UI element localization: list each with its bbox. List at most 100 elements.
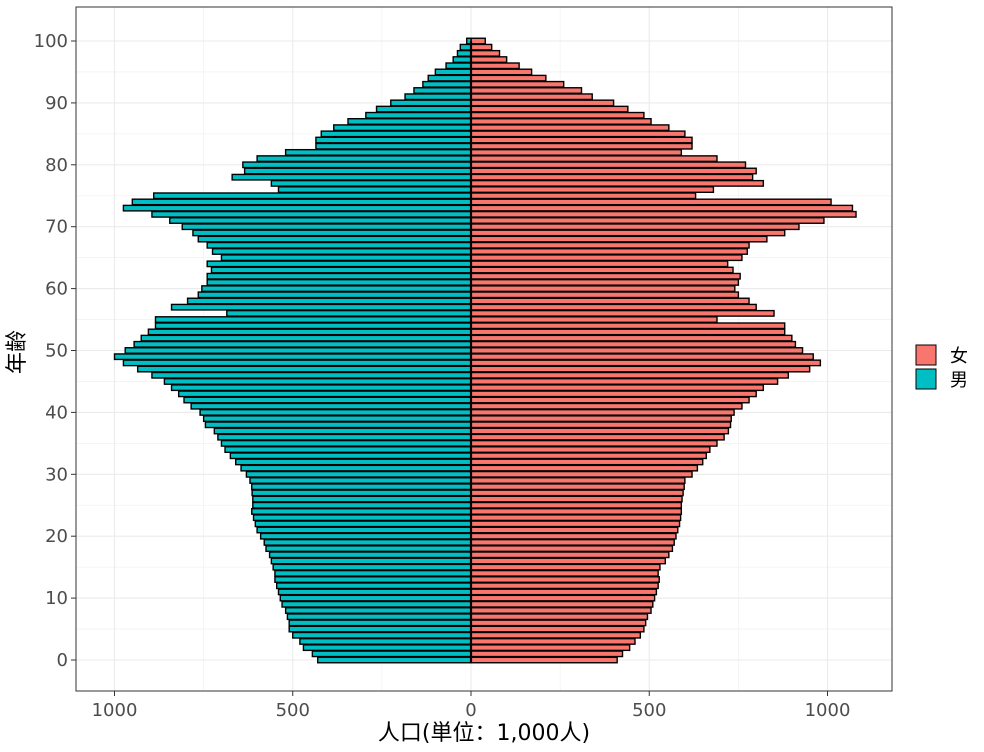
bar-male xyxy=(177,390,472,398)
bar-female xyxy=(470,470,693,478)
bar-female xyxy=(470,124,670,132)
bar-female xyxy=(470,161,747,169)
bar-female xyxy=(470,576,660,583)
bar-male xyxy=(390,99,472,107)
bar-male xyxy=(243,167,472,175)
bar-female xyxy=(470,433,725,441)
y-tick-label: 40 xyxy=(45,402,68,423)
bar-male xyxy=(277,588,472,596)
bar-female xyxy=(470,173,754,181)
bar-male xyxy=(220,254,472,262)
bar-female xyxy=(470,402,743,410)
bar-male xyxy=(320,130,472,138)
bar-male xyxy=(456,49,472,57)
bar-female xyxy=(470,390,757,398)
bar-female xyxy=(470,452,707,460)
bar-male xyxy=(315,142,472,150)
x-tick-label: 500 xyxy=(276,700,310,721)
bar-male xyxy=(311,650,472,658)
bar-male xyxy=(186,297,472,305)
bar-female xyxy=(470,223,800,231)
bar-female xyxy=(470,111,645,119)
bar-female xyxy=(470,148,683,156)
bar-female xyxy=(470,204,854,212)
bar-female xyxy=(470,619,647,627)
legend-key-male xyxy=(915,368,937,390)
bar-male xyxy=(210,266,472,274)
bar-male xyxy=(201,285,472,293)
x-tick-label: 1000 xyxy=(92,700,138,721)
bar-female xyxy=(470,49,501,57)
bar-male xyxy=(288,619,472,627)
bar-female xyxy=(470,538,675,546)
bar-female xyxy=(470,439,718,447)
bar-female xyxy=(470,167,757,175)
bar-female xyxy=(470,87,583,94)
bar-female xyxy=(470,266,734,274)
bar-male xyxy=(317,656,472,664)
bar-female xyxy=(470,384,765,392)
bar-female xyxy=(470,408,735,416)
bar-male xyxy=(365,111,472,119)
bar-female xyxy=(470,588,658,596)
bar-male xyxy=(268,551,472,559)
bar-male xyxy=(154,316,472,323)
bar-male xyxy=(211,248,472,255)
bar-female xyxy=(470,631,642,639)
bar-male xyxy=(274,576,472,583)
bar-female xyxy=(470,582,659,590)
bar-male xyxy=(375,105,472,113)
bar-female xyxy=(470,365,811,373)
y-tick-label: 90 xyxy=(45,93,68,114)
bar-male xyxy=(263,538,472,546)
bar-male xyxy=(206,278,472,286)
bar-male xyxy=(251,507,472,515)
bar-male xyxy=(292,631,472,639)
bar-female xyxy=(470,644,631,652)
bar-male xyxy=(206,272,472,280)
bar-female xyxy=(470,650,624,658)
y-tick-label: 80 xyxy=(45,155,68,176)
bar-male xyxy=(427,74,472,82)
bar-female xyxy=(470,297,750,305)
bar-female xyxy=(470,285,736,293)
bar-female xyxy=(470,607,652,614)
bar-female xyxy=(470,569,659,577)
bar-female xyxy=(470,359,822,367)
bar-female xyxy=(470,235,768,243)
bar-male xyxy=(224,446,472,453)
bar-male xyxy=(276,582,472,590)
bar-male xyxy=(122,204,472,212)
bar-female xyxy=(470,328,786,336)
bar-female xyxy=(470,334,793,342)
bar-female xyxy=(470,520,681,528)
bar-female xyxy=(470,396,750,404)
bar-female xyxy=(470,545,674,553)
bar-male xyxy=(299,637,472,645)
bar-female xyxy=(470,118,652,125)
bar-female xyxy=(470,68,533,76)
bar-male xyxy=(434,68,472,76)
bar-female xyxy=(470,464,699,472)
bar-male xyxy=(251,483,472,491)
bar-male xyxy=(231,173,472,181)
y-tick-label: 50 xyxy=(45,341,68,362)
legend-label-male: 男 xyxy=(950,370,968,391)
bar-male xyxy=(199,408,472,416)
bar-male xyxy=(422,80,472,88)
bar-female xyxy=(470,99,615,107)
bar-female xyxy=(470,241,750,249)
bar-female xyxy=(470,56,508,64)
bar-female xyxy=(470,322,786,330)
bar-female xyxy=(470,291,740,299)
bar-male xyxy=(163,378,472,385)
bar-female xyxy=(470,514,682,522)
bar-male xyxy=(256,155,472,163)
bar-male xyxy=(140,334,472,342)
bar-female xyxy=(470,353,814,361)
bar-female xyxy=(470,254,743,262)
bar-female xyxy=(470,210,857,218)
bar-male xyxy=(452,56,472,64)
bar-male xyxy=(206,260,472,268)
